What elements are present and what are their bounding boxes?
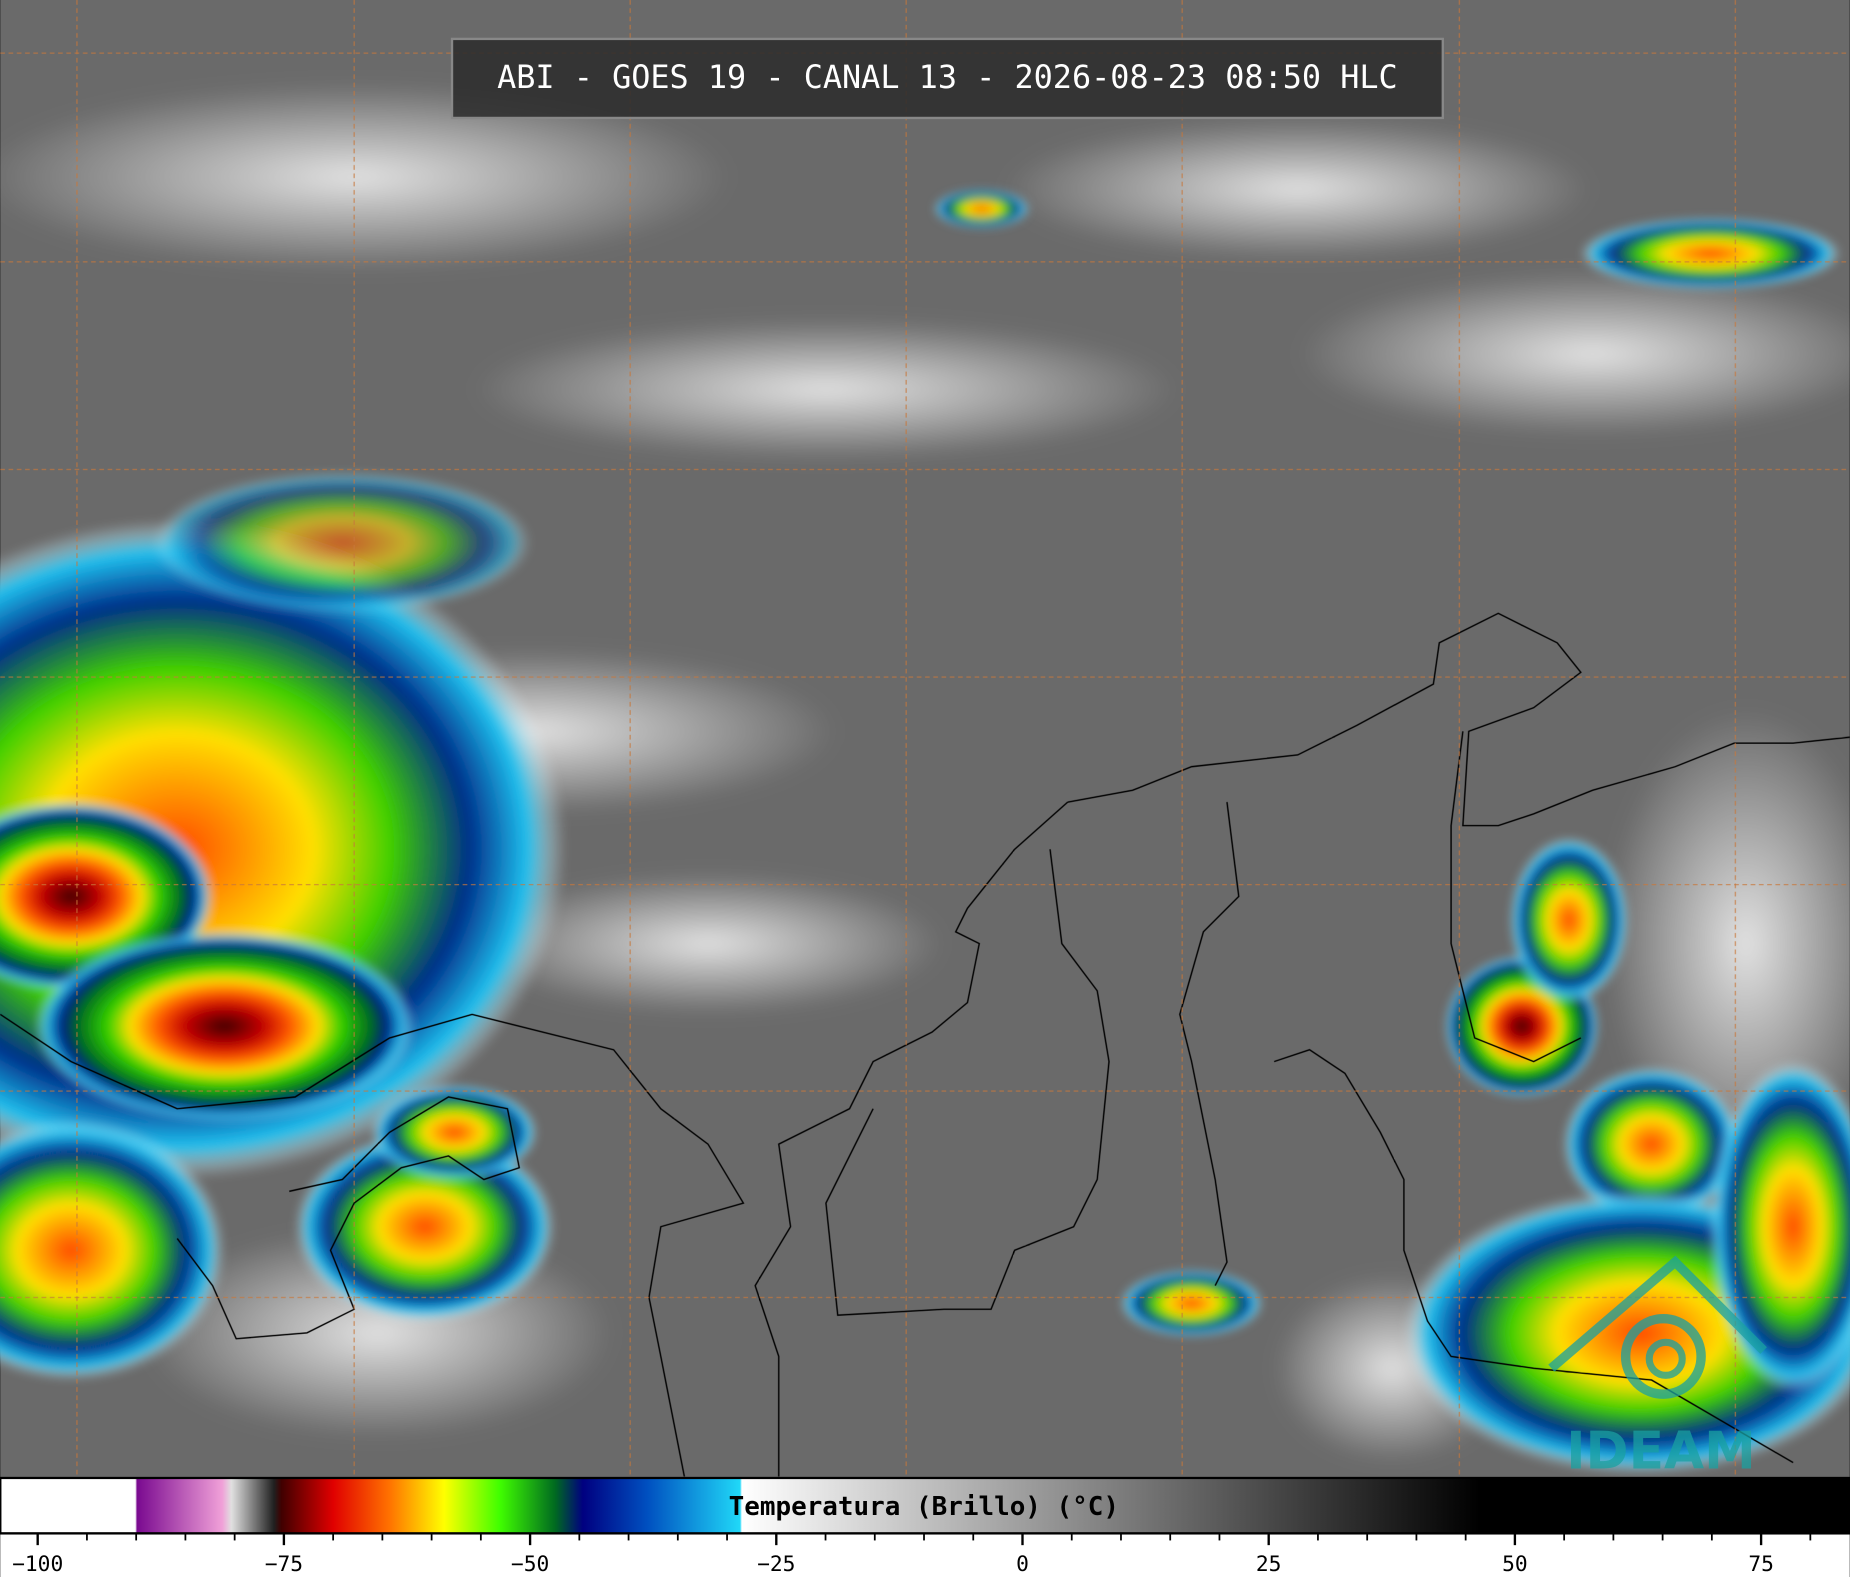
tick-label: −50 xyxy=(511,1552,549,1577)
tick-label: 0 xyxy=(1016,1552,1029,1577)
ideam-logo: IDEAM xyxy=(1548,1255,1767,1481)
tick-label: −100 xyxy=(12,1552,63,1577)
tick-label: 25 xyxy=(1256,1552,1282,1577)
colorbar-axis: −100 −75 −50 −25 0 25 50 75 xyxy=(12,1533,1812,1577)
coastlines xyxy=(0,612,1850,1477)
clouds xyxy=(0,82,1850,1463)
tick-label: −25 xyxy=(757,1552,795,1577)
title: ABI - GOES 19 - CANAL 13 - 2026-08-23 08… xyxy=(497,58,1398,96)
logo-text: IDEAM xyxy=(1566,1421,1756,1481)
title-box xyxy=(450,37,1444,120)
colorbar-label: Temperatura (Brillo) (°C) xyxy=(729,1492,1119,1522)
convective-cells xyxy=(0,189,1850,1475)
colorbar xyxy=(0,1476,1850,1535)
tick-label: 50 xyxy=(1502,1552,1528,1577)
tick-label: 75 xyxy=(1748,1552,1774,1577)
tick-label: −75 xyxy=(265,1552,303,1577)
